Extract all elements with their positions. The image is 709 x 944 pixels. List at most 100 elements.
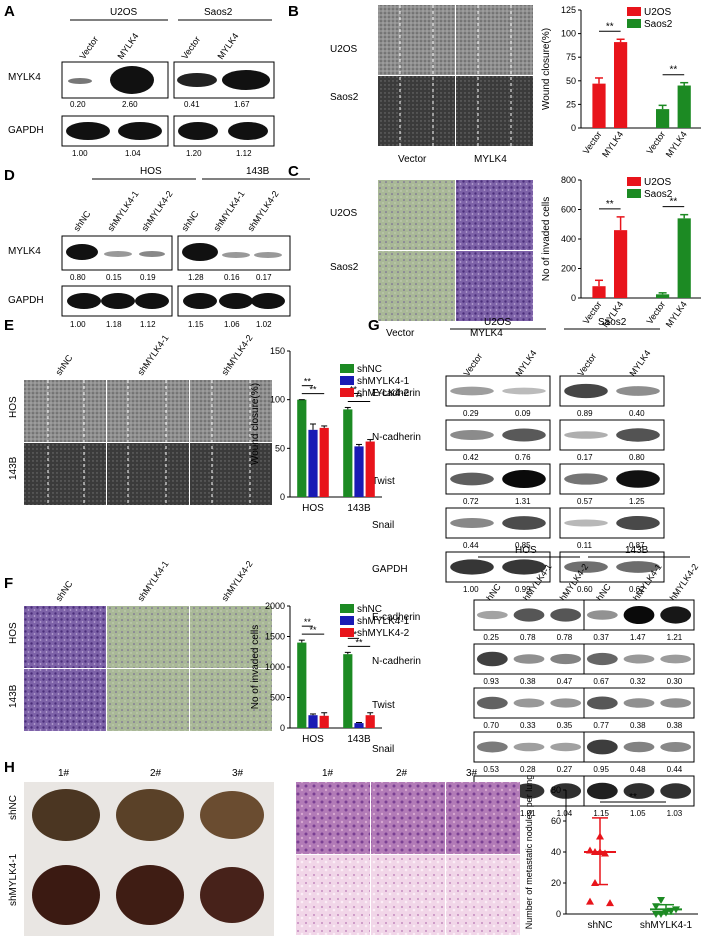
g-top-band-2-0-1 <box>502 470 546 488</box>
g-top-val-4-1-1: 0.62 <box>629 585 645 594</box>
chart-F-legend-label-2: shMYLK4-2 <box>357 628 410 639</box>
g-bot-band-2-0-1 <box>513 698 545 708</box>
panel-d-143b-gapdh-val-2: 1.06 <box>224 320 240 329</box>
panel-d-hos-gapdh-val-3: 1.12 <box>140 320 156 329</box>
chart-E-sig-0-b: ** <box>309 385 317 395</box>
panel-e-images: E shNC shMYLK4-1 shMYLK4-2 HOS 143B <box>4 317 272 505</box>
g-bot-band-1-0-2 <box>550 653 582 665</box>
chart-B-ytick-label-0: 0 <box>571 123 576 133</box>
charts-layer: 0 25 50 75 100 125 Wound closure(%) Vector MYLK4… <box>250 5 701 931</box>
chart-E-ytick-label-3: 150 <box>270 346 285 356</box>
g-top-lane-1-1: MYLK4 <box>627 348 652 378</box>
g-top-val-2-1-1: 1.25 <box>629 497 645 506</box>
chart-B-bar-3 <box>677 85 691 128</box>
g-top-row-4: GAPDH <box>372 564 408 575</box>
g-top-band-0-1-1 <box>616 386 660 396</box>
g-bot-val-1-1-2: 0.30 <box>667 677 683 686</box>
chart-C-legend-label-1: Saos2 <box>644 189 673 200</box>
e-image-hos-shmylk4-1 <box>107 380 189 442</box>
wound-image-u2os-mylk4 <box>456 5 533 75</box>
panel-d-label: D <box>4 167 15 184</box>
panel-d-hos-gapdh-val-1: 1.00 <box>70 320 86 329</box>
chart-E-legend-swatch-1 <box>340 376 354 385</box>
g-bot-val-1-0-0: 0.93 <box>483 677 499 686</box>
chart-E-ytick-label-2: 100 <box>270 395 285 405</box>
g-top-val-1-1-0: 0.17 <box>577 453 593 462</box>
g-bot-val-4-1-1: 1.05 <box>630 809 646 818</box>
chart-C-ytick-label-4: 800 <box>561 175 576 185</box>
panel-a-u2os-gapdh-val-2: 1.04 <box>125 149 141 158</box>
g-bot-row-0: E-cadherin <box>372 612 420 623</box>
chart-E-legend-swatch-0 <box>340 364 354 373</box>
chart-E-ytick-label-0: 0 <box>280 492 285 502</box>
panel-f-label: F <box>4 575 13 592</box>
chart-C-bar-2 <box>656 294 670 298</box>
f-image-143b-shnc <box>24 669 106 731</box>
g-bot-band-1-0-0 <box>476 651 508 667</box>
panel-h-he-col-2: 2# <box>396 768 408 779</box>
panel-d-143b-mylk4-val-1: 1.28 <box>188 273 204 282</box>
chart-C-ytick-label-1: 200 <box>561 264 576 274</box>
panel-a-u2os-mylk4-val-2: 2.60 <box>122 100 138 109</box>
panel-d: D HOS 143B shNC shMYLK4-1 shMYLK4-2 shNC… <box>4 166 310 329</box>
g-bot-val-0-1-1: 1.47 <box>630 633 646 642</box>
panel-b-col-mylk4: MYLK4 <box>474 154 507 165</box>
chart-F-ytick-label-4: 2000 <box>265 601 285 611</box>
chart-F-legend-label-1: shMYLK4-1 <box>357 616 410 627</box>
g-bot-band-0-1-1 <box>623 606 655 624</box>
g-top-band-0-0-0 <box>450 386 494 396</box>
panel-a-lane-vector-2: Vector <box>179 35 202 62</box>
panel-c-label: C <box>288 163 299 180</box>
chart-H-ytick-label-3: 60 <box>551 816 561 826</box>
panel-c-col-mylk4: MYLK4 <box>470 328 503 339</box>
g-top-band-4-1-0 <box>564 561 608 573</box>
g-top-val-3-1-1: 0.87 <box>629 541 645 550</box>
g-top-row-3: Snail <box>372 520 394 531</box>
e-image-143b-shnc <box>24 443 106 505</box>
panel-a-lane-mylk4-2: MYLK4 <box>215 31 240 61</box>
panel-c-col-vector: Vector <box>386 328 415 339</box>
g-top-val-2-0-0: 0.72 <box>463 497 479 506</box>
g-top-band-1-0-0 <box>450 430 494 440</box>
g-top-row-1: N-cadherin <box>372 432 421 443</box>
chart-F: 0 500 1000 1500 2000 No of invaded cells HOS **… <box>250 601 410 745</box>
g-top-group-0: U2OS <box>484 317 512 328</box>
g-top-band-1-1-0 <box>564 431 608 439</box>
panel-f-images: F shNC shMYLK4-1 shMYLK4-2 HOS 143B <box>4 559 272 731</box>
panel-h-col-2: 2# <box>150 768 162 779</box>
g-bot-val-0-1-0: 0.37 <box>593 633 609 642</box>
panel-a-u2os-mylk4-val-1: 0.20 <box>70 100 86 109</box>
chart-E-bar-0-1 <box>308 429 318 497</box>
chart-E-bar-1-1 <box>354 446 364 497</box>
g-top-val-4-0-0: 1.00 <box>463 585 479 594</box>
g-top-band-2-0-0 <box>450 472 494 486</box>
panel-b-images: B U2OS Saos2 Vector MYLK4 <box>288 3 533 165</box>
g-top-val-4-0-1: 0.99 <box>515 585 531 594</box>
g-bot-val-2-0-1: 0.33 <box>520 721 536 730</box>
g-top-val-3-0-1: 0.85 <box>515 541 531 550</box>
g-bot-val-2-1-1: 0.38 <box>630 721 646 730</box>
chart-E-bar-1-0 <box>343 409 353 497</box>
g-top-val-0-0-1: 0.09 <box>515 409 531 418</box>
e-image-143b-shmylk4-2 <box>190 443 272 505</box>
g-bot-band-3-0-2 <box>550 742 582 752</box>
panel-a-saos2-mylk4-val-1: 0.41 <box>184 100 200 109</box>
e-image-hos-shnc <box>24 380 106 442</box>
g-bot-band-3-0-0 <box>476 741 508 753</box>
chart-F-legend-swatch-0 <box>340 604 354 613</box>
g-top-band-0-1-0 <box>564 383 608 399</box>
g-top-val-4-1-0: 0.60 <box>577 585 593 594</box>
g-top-row-2: Twist <box>372 476 395 487</box>
panel-g-label: G <box>368 317 380 334</box>
g-bot-band-4-0-1 <box>513 783 545 799</box>
g-top-val-3-0-0: 0.44 <box>463 541 479 550</box>
wound-image-saos2-vector <box>378 76 455 146</box>
chart-B-legend-swatch-1 <box>627 19 641 28</box>
panel-f-row-143b: 143B <box>8 684 19 708</box>
g-top-band-1-0-1 <box>502 428 546 442</box>
panel-e-label: E <box>4 317 14 334</box>
